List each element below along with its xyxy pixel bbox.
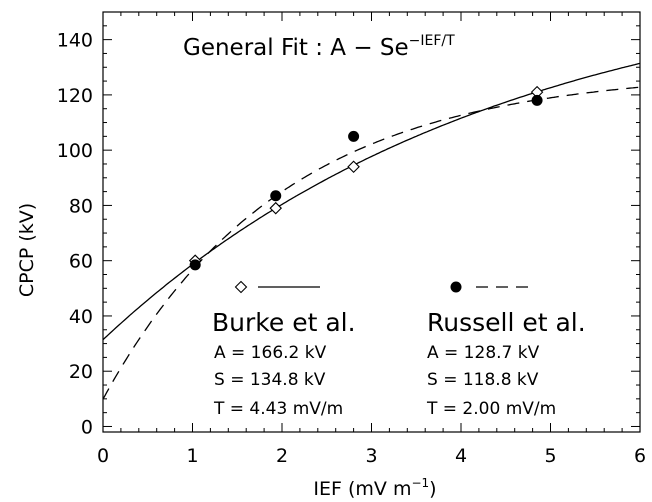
data-markers: [188, 85, 544, 271]
x-tick-label: 4: [455, 445, 467, 467]
burke-fit-line: [102, 62, 641, 341]
burke-data-point: [269, 201, 283, 215]
russell-params-t: T = 2.00 mV/m: [426, 399, 556, 419]
y-tick-label: 80: [69, 195, 93, 217]
x-tick-label: 3: [365, 445, 377, 467]
y-tick-label: 140: [57, 30, 93, 52]
russell-params-a: A = 128.7 kV: [427, 343, 540, 363]
x-tick-label: 1: [186, 445, 198, 467]
x-tick-label: 0: [97, 445, 109, 467]
fit-curves: [102, 62, 641, 400]
russell-data-point: [531, 94, 543, 106]
y-tick-label: 100: [57, 140, 93, 162]
legend-burke-label: Burke et al.: [212, 308, 356, 337]
burke-params-t: T = 4.43 mV/m: [213, 399, 343, 419]
burke-params-a: A = 166.2 kV: [214, 343, 327, 363]
russell-data-point: [189, 259, 201, 271]
x-tick-label: 6: [634, 445, 646, 467]
axes: [102, 11, 641, 433]
burke-params-s: S = 134.8 kV: [214, 370, 326, 390]
plot-frame: [102, 11, 641, 433]
russell-data-point: [270, 190, 282, 202]
x-tick-label: 2: [276, 445, 288, 467]
legend: Burke et al. Russell et al.: [212, 280, 586, 337]
russell-data-point: [348, 130, 360, 142]
x-tick-label: 5: [544, 445, 556, 467]
y-tick-label: 60: [69, 251, 93, 273]
legend-russell-marker: [450, 281, 462, 293]
y-axis-label: CPCP (kV): [16, 203, 38, 297]
fit-parameters: A = 166.2 kV S = 134.8 kV T = 4.43 mV/m …: [213, 343, 556, 419]
y-tick-label: 40: [69, 306, 93, 328]
x-axis-label: IEF (mV m−1): [313, 476, 436, 500]
y-tick-label: 120: [57, 85, 93, 107]
legend-russell-label: Russell et al.: [427, 308, 586, 337]
russell-params-s: S = 118.8 kV: [427, 370, 539, 390]
burke-data-point: [347, 160, 360, 174]
tick-marks: [102, 11, 641, 432]
legend-burke-marker: [234, 280, 248, 294]
y-tick-label: 0: [81, 416, 93, 438]
chart-title: General Fit : A − Se−IEF/T: [183, 33, 455, 61]
y-tick-label: 20: [69, 361, 93, 383]
russell-fit-line: [102, 86, 641, 400]
